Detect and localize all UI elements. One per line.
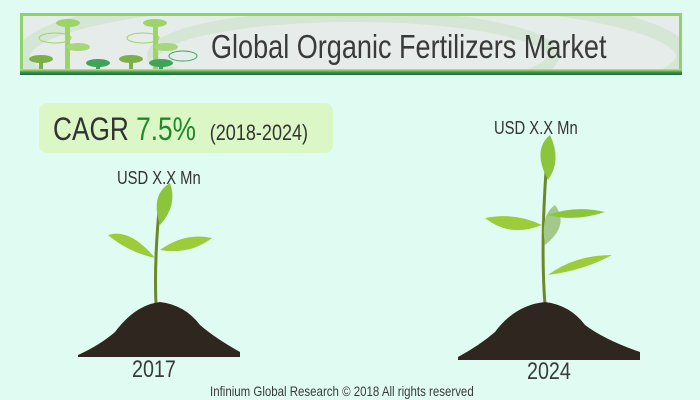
copyright-footer: Infinium Global Research © 2018 All righ…	[210, 383, 474, 399]
year-2024: 2024	[527, 358, 571, 385]
cagr-label: CAGR	[53, 111, 129, 147]
cagr-box: CAGR 7.5% (2018-2024)	[39, 103, 333, 153]
plant-2024-icon	[458, 135, 640, 360]
market-value-2017: USD X.X Mn	[117, 168, 201, 188]
cagr-value: 7.5%	[136, 111, 196, 147]
page-title: Global Organic Fertilizers Market	[211, 28, 607, 65]
title-banner: Global Organic Fertilizers Market	[20, 13, 682, 73]
plant-2017-icon	[78, 183, 240, 357]
year-2017: 2017	[132, 356, 176, 383]
banner-decoration	[23, 16, 679, 73]
banner-stripe	[20, 69, 682, 75]
market-value-2024: USD X.X Mn	[494, 118, 578, 138]
cagr-period: (2018-2024)	[209, 120, 309, 145]
mushroom-icons	[29, 19, 198, 73]
